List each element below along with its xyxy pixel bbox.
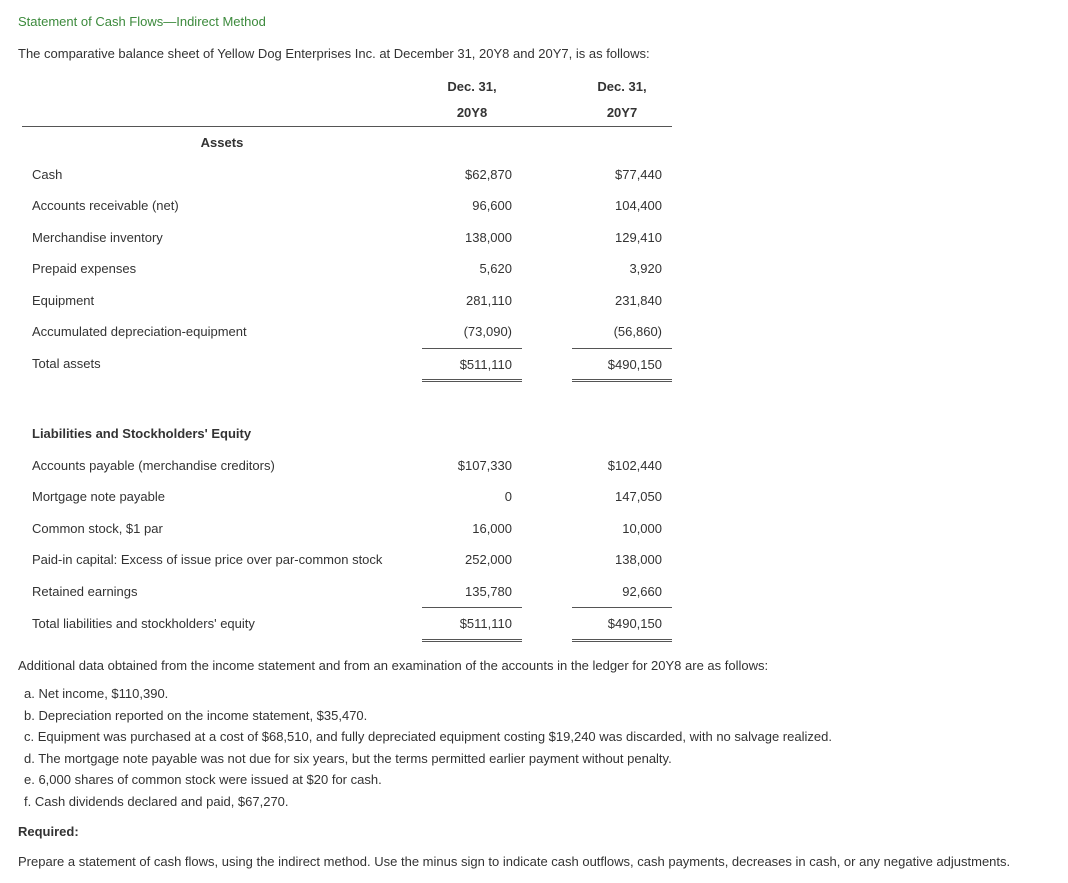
note-item: f. Cash dividends declared and paid, $67…: [24, 791, 1050, 813]
row-label: Mortgage note payable: [22, 481, 422, 513]
table-row: Merchandise inventory 138,000 129,410: [22, 222, 672, 254]
row-label: Cash: [22, 159, 422, 191]
row-value-y8: $511,110: [422, 608, 522, 640]
row-label: Equipment: [22, 285, 422, 317]
row-value-y8: $62,870: [422, 159, 522, 191]
row-value-y7: $490,150: [572, 608, 672, 640]
col-header-y7-line1: Dec. 31,: [572, 73, 672, 99]
row-label: Merchandise inventory: [22, 222, 422, 254]
row-value-y8: 138,000: [422, 222, 522, 254]
table-row: Accounts payable (merchandise creditors)…: [22, 450, 672, 482]
additional-notes-list: a. Net income, $110,390. b. Depreciation…: [24, 683, 1050, 812]
row-label: Common stock, $1 par: [22, 513, 422, 545]
row-label: Accumulated depreciation-equipment: [22, 316, 422, 348]
row-value-y8: 135,780: [422, 576, 522, 608]
table-row: Equipment 281,110 231,840: [22, 285, 672, 317]
row-value-y7: 3,920: [572, 253, 672, 285]
col-header-y8-line1: Dec. 31,: [422, 73, 522, 99]
required-instructions: Prepare a statement of cash flows, using…: [18, 852, 1050, 872]
row-value-y7: $490,150: [572, 348, 672, 380]
row-value-y7: 129,410: [572, 222, 672, 254]
row-value-y8: (73,090): [422, 316, 522, 348]
intro-text: The comparative balance sheet of Yellow …: [18, 44, 1050, 64]
additional-data-intro: Additional data obtained from the income…: [18, 656, 1050, 676]
note-item: c. Equipment was purchased at a cost of …: [24, 726, 1050, 748]
row-value-y7: 104,400: [572, 190, 672, 222]
row-value-y8: 96,600: [422, 190, 522, 222]
row-label: Accounts payable (merchandise creditors): [22, 450, 422, 482]
table-row: Accounts receivable (net) 96,600 104,400: [22, 190, 672, 222]
row-label: Paid-in capital: Excess of issue price o…: [22, 544, 422, 576]
row-label: Retained earnings: [22, 576, 422, 608]
row-value-y8: 16,000: [422, 513, 522, 545]
assets-section-header: Assets: [22, 127, 422, 159]
note-item: b. Depreciation reported on the income s…: [24, 705, 1050, 727]
page-title: Statement of Cash Flows—Indirect Method: [18, 12, 1050, 32]
col-header-y8-line2: 20Y8: [422, 99, 522, 127]
row-value-y7: 231,840: [572, 285, 672, 317]
row-label: Total assets: [22, 348, 422, 380]
note-item: d. The mortgage note payable was not due…: [24, 748, 1050, 770]
row-value-y8: 0: [422, 481, 522, 513]
row-label: Accounts receivable (net): [22, 190, 422, 222]
row-value-y7: $102,440: [572, 450, 672, 482]
total-liab-row: Total liabilities and stockholders' equi…: [22, 608, 672, 640]
row-value-y7: 10,000: [572, 513, 672, 545]
note-item: a. Net income, $110,390.: [24, 683, 1050, 705]
table-row: Common stock, $1 par 16,000 10,000: [22, 513, 672, 545]
row-value-y7: 138,000: [572, 544, 672, 576]
row-label: Prepaid expenses: [22, 253, 422, 285]
row-value-y7: (56,860): [572, 316, 672, 348]
required-header: Required:: [18, 822, 1050, 842]
row-value-y8: $511,110: [422, 348, 522, 380]
balance-sheet-table: Dec. 31, Dec. 31, 20Y8 20Y7 Assets Cash …: [22, 73, 672, 640]
col-header-y7-line2: 20Y7: [572, 99, 672, 127]
liab-section-header: Liabilities and Stockholders' Equity: [22, 418, 422, 450]
table-row: Accumulated depreciation-equipment (73,0…: [22, 316, 672, 348]
total-assets-row: Total assets $511,110 $490,150: [22, 348, 672, 380]
row-value-y8: 281,110: [422, 285, 522, 317]
table-row: Cash $62,870 $77,440: [22, 159, 672, 191]
row-value-y7: 92,660: [572, 576, 672, 608]
row-value-y7: $77,440: [572, 159, 672, 191]
table-row: Retained earnings 135,780 92,660: [22, 576, 672, 608]
table-row: Paid-in capital: Excess of issue price o…: [22, 544, 672, 576]
table-row: Mortgage note payable 0 147,050: [22, 481, 672, 513]
row-value-y7: 147,050: [572, 481, 672, 513]
row-value-y8: 252,000: [422, 544, 522, 576]
note-item: e. 6,000 shares of common stock were iss…: [24, 769, 1050, 791]
row-value-y8: 5,620: [422, 253, 522, 285]
table-row: Prepaid expenses 5,620 3,920: [22, 253, 672, 285]
row-label: Total liabilities and stockholders' equi…: [22, 608, 422, 640]
row-value-y8: $107,330: [422, 450, 522, 482]
